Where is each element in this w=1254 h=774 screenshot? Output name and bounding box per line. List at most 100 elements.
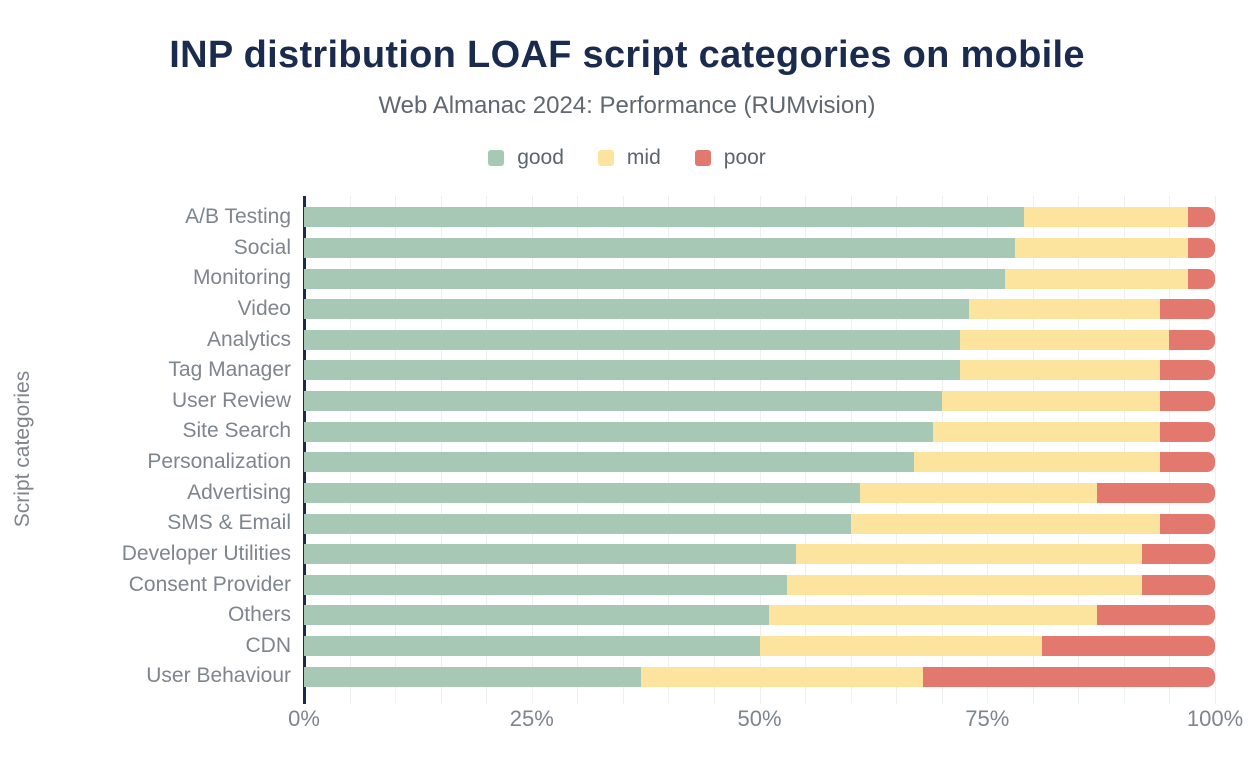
bar-row <box>304 416 1215 447</box>
x-axis-labels: 0% 25% 50% 75% 100% <box>0 706 1254 736</box>
category-label: Personalization <box>147 450 291 473</box>
bar-segment-mid <box>1023 207 1188 228</box>
bar-segment-poor <box>1187 237 1215 258</box>
stacked-bar <box>304 237 1215 258</box>
bar-segment-good <box>304 452 915 473</box>
stacked-bar <box>304 574 1215 595</box>
stacked-bar <box>304 299 1215 320</box>
stacked-bar <box>304 482 1215 503</box>
bar-row <box>304 508 1215 539</box>
bar-segment-good <box>304 421 933 442</box>
bar-row <box>304 478 1215 509</box>
bar-segment-mid <box>914 452 1161 473</box>
legend-item-poor: poor <box>694 146 766 170</box>
stacked-bar <box>304 452 1215 473</box>
gridline <box>1078 196 1080 704</box>
bar-segment-mid <box>959 360 1161 381</box>
chart-subtitle: Web Almanac 2024: Performance (RUMvision… <box>378 92 876 119</box>
bars <box>304 202 1215 692</box>
category-label: Monitoring <box>192 266 291 290</box>
stacked-bar <box>304 421 1215 442</box>
bar-segment-poor <box>1096 605 1215 626</box>
gridline <box>440 196 442 704</box>
bar-segment-mid <box>1014 237 1188 258</box>
bar-segment-poor <box>1096 482 1215 503</box>
bar-segment-poor <box>1160 513 1215 534</box>
bar-row <box>304 386 1215 417</box>
x-tick-label: 100% <box>1186 706 1244 731</box>
stacked-bar <box>304 329 1215 350</box>
category-label: User Behaviour <box>146 664 291 688</box>
gridline <box>577 196 579 704</box>
x-tick-label: 75% <box>965 706 1010 731</box>
bar-segment-good <box>304 237 1015 258</box>
gridline <box>805 196 807 704</box>
bar-segment-mid <box>641 666 924 687</box>
legend-label: mid <box>626 146 661 169</box>
legend-label: poor <box>723 146 766 169</box>
bar-segment-mid <box>969 299 1161 320</box>
x-tick-label: 50% <box>737 706 782 731</box>
legend: good mid poor <box>0 146 1254 170</box>
bar-segment-good <box>304 605 769 626</box>
bar-segment-poor <box>1142 544 1215 565</box>
gridline <box>349 196 351 704</box>
category-label: Social <box>233 235 291 259</box>
category-label: CDN <box>245 633 292 657</box>
category-label: Video <box>237 296 291 320</box>
bar-segment-poor <box>1142 574 1215 595</box>
bar-segment-good <box>304 207 1024 228</box>
gridline <box>850 196 852 704</box>
bar-segment-mid <box>759 636 1042 657</box>
bar-segment-poor <box>1041 636 1215 657</box>
gridline <box>622 196 624 704</box>
category-label: Developer Utilities <box>121 541 291 565</box>
bar-segment-mid <box>786 574 1143 595</box>
bar-row <box>304 233 1215 264</box>
category-label: A/B Testing <box>185 205 291 228</box>
gridline <box>531 196 533 704</box>
stacked-bar <box>304 605 1215 626</box>
gridline <box>987 196 989 704</box>
gridline <box>1215 196 1216 704</box>
stacked-bar <box>304 636 1215 657</box>
bar-row <box>304 202 1215 233</box>
category-label: SMS & Email <box>167 511 291 535</box>
gridline <box>759 196 761 704</box>
legend-swatch-good-icon <box>488 150 505 166</box>
bar-segment-good <box>304 482 860 503</box>
bar-row <box>304 661 1215 692</box>
bar-segment-good <box>304 513 851 534</box>
stacked-bar <box>304 268 1215 289</box>
gridline <box>486 196 488 704</box>
gridline <box>1032 196 1034 704</box>
category-label: Others <box>227 603 291 627</box>
bar-segment-good <box>304 299 970 320</box>
category-label: User Review <box>171 388 291 412</box>
bar-segment-mid <box>941 391 1161 412</box>
y-axis-labels: A/B Testing Social Monitoring Video Analytic… <box>0 202 291 692</box>
bar-segment-good <box>304 360 960 381</box>
bar-row <box>304 294 1215 325</box>
stacked-bar <box>304 207 1215 228</box>
stacked-bar <box>304 544 1215 565</box>
legend-swatch-poor-icon <box>694 150 711 166</box>
x-tick-label: 25% <box>509 706 554 731</box>
chart-title: INP distribution LOAF script categories … <box>169 34 1085 76</box>
gridline <box>941 196 943 704</box>
category-label: Site Search <box>182 419 291 443</box>
gridline <box>668 196 670 704</box>
gridline <box>896 196 898 704</box>
legend-swatch-mid-icon <box>597 150 614 166</box>
bar-row <box>304 539 1215 570</box>
bar-segment-poor <box>1160 421 1215 442</box>
legend-item-mid: mid <box>597 146 661 170</box>
bar-segment-poor <box>1160 391 1215 412</box>
legend-label: good <box>517 146 564 169</box>
gridline <box>1169 196 1171 704</box>
gridline <box>1123 196 1125 704</box>
gridline <box>395 196 397 704</box>
bar-segment-mid <box>850 513 1161 534</box>
category-label: Tag Manager <box>168 358 291 382</box>
bar-segment-good <box>304 544 796 565</box>
